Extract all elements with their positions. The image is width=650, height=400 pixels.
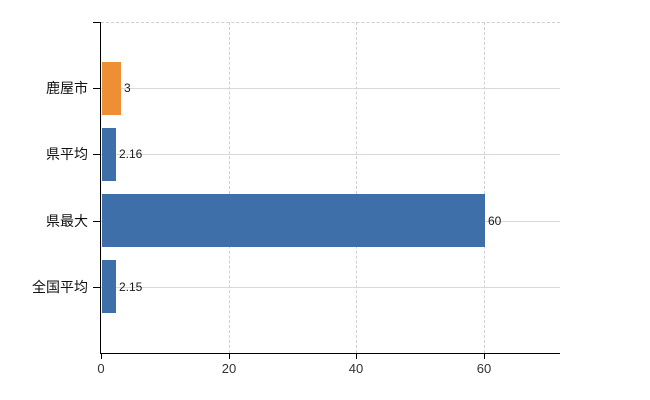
x-axis-tick (356, 354, 357, 359)
category-label: 全国平均 (32, 279, 88, 295)
category-label: 県最大 (46, 213, 88, 229)
x-axis-tick-label: 40 (348, 361, 364, 376)
vertical-gridline (483, 22, 485, 353)
bar-1 (102, 128, 116, 181)
y-axis-tick (93, 221, 101, 222)
x-axis-line (100, 353, 560, 354)
y-axis-line (100, 22, 101, 354)
y-axis-tick (93, 287, 101, 288)
x-axis-tick (229, 354, 230, 359)
x-axis-tick-label: 0 (97, 361, 105, 376)
vertical-gridline (228, 22, 230, 353)
bar-2 (102, 194, 485, 247)
y-axis-tick (93, 154, 101, 155)
bar-value-label: 2.15 (119, 280, 143, 294)
x-axis-tick (484, 354, 485, 359)
horizontal-gridline (101, 286, 560, 288)
category-label: 鹿屋市 (46, 80, 88, 96)
category-label: 県平均 (46, 146, 88, 162)
y-axis-top-tick (93, 22, 101, 23)
bar-value-label: 60 (488, 214, 502, 228)
vertical-gridline (356, 22, 357, 353)
x-axis-tick (101, 354, 102, 359)
bar-value-label: 3 (124, 81, 131, 95)
x-axis-tick-label: 20 (221, 361, 237, 376)
horizontal-gridline (101, 154, 560, 156)
plot-top-border (101, 22, 560, 23)
y-axis-tick (93, 88, 101, 89)
bar-3 (102, 260, 116, 313)
bar-0 (102, 62, 121, 115)
bar-value-label: 2.16 (119, 147, 143, 161)
horizontal-gridline (101, 88, 560, 90)
x-axis-tick-label: 60 (476, 361, 492, 376)
